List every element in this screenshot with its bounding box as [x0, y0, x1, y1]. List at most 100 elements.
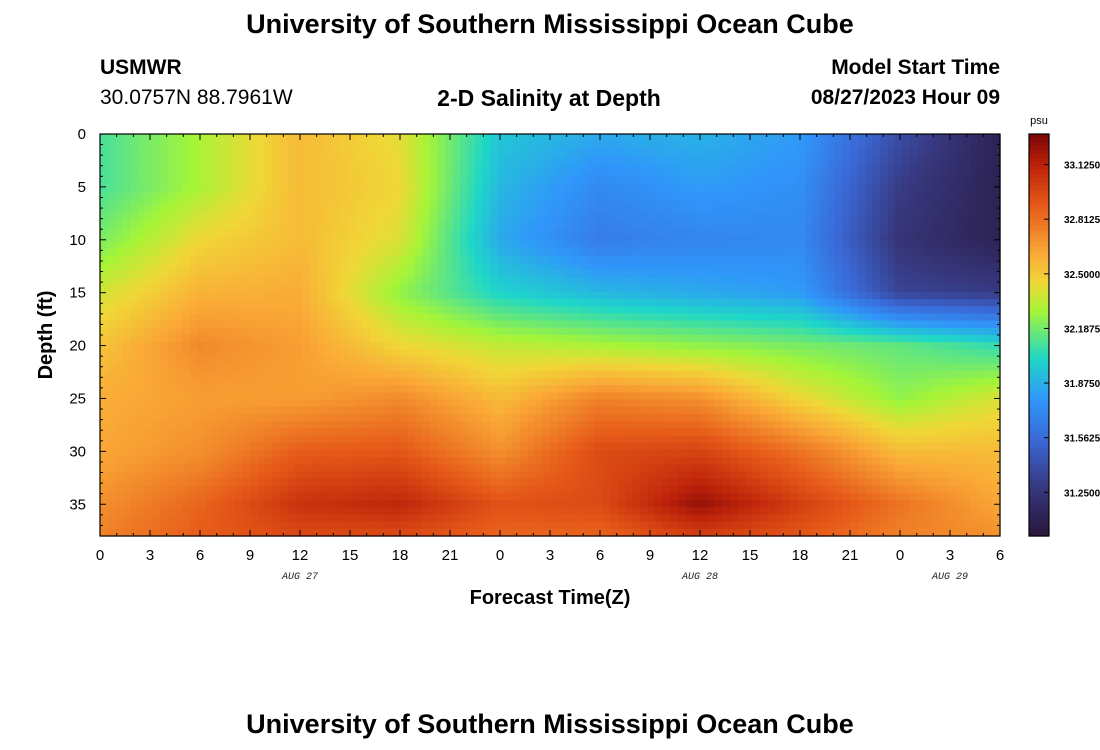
heatmap-cell — [535, 270, 544, 279]
heatmap-cell — [332, 270, 341, 279]
heatmap-cell — [160, 169, 169, 178]
heatmap-cell — [977, 212, 986, 221]
heatmap-cell — [677, 184, 686, 193]
heatmap-cell — [115, 392, 124, 401]
heatmap-cell — [895, 356, 904, 365]
heatmap-cell — [827, 413, 836, 422]
heatmap-cell — [512, 212, 521, 221]
heatmap-cell — [910, 162, 919, 171]
heatmap-cell — [175, 399, 184, 408]
heatmap-cell — [557, 234, 566, 243]
heatmap-cell — [820, 320, 829, 329]
heatmap-cell — [940, 320, 949, 329]
heatmap-cell — [265, 399, 274, 408]
heatmap-cell — [362, 184, 371, 193]
heatmap-cell — [910, 335, 919, 343]
heatmap-cell — [332, 342, 341, 350]
heatmap-cell — [955, 385, 964, 394]
heatmap-cell — [700, 141, 709, 149]
heatmap-cell — [550, 342, 559, 350]
heatmap-cell — [497, 399, 506, 408]
heatmap-cell — [527, 155, 536, 164]
heatmap-cell — [767, 342, 776, 350]
heatmap-cell — [242, 291, 251, 300]
heatmap-cell — [737, 227, 746, 236]
heatmap-cell — [910, 184, 919, 193]
heatmap-cell — [730, 241, 739, 250]
heatmap-cell — [407, 148, 416, 157]
heatmap-cell — [460, 428, 469, 437]
heatmap-cell — [490, 406, 499, 415]
heatmap-cell — [212, 169, 221, 178]
heatmap-cell — [737, 291, 746, 300]
heatmap-cell — [700, 270, 709, 279]
heatmap-cell — [595, 399, 604, 408]
heatmap-cell — [152, 191, 161, 200]
heatmap-cell — [782, 184, 791, 193]
heatmap-cell — [775, 349, 784, 358]
heatmap-cell — [692, 270, 701, 279]
heatmap-cell — [377, 399, 386, 408]
heatmap-cell — [760, 421, 769, 429]
heatmap-cell — [640, 212, 649, 221]
heatmap-cell — [497, 342, 506, 350]
heatmap-cell — [745, 248, 754, 257]
heatmap-cell — [175, 227, 184, 236]
heatmap-cell — [565, 363, 574, 372]
heatmap-cell — [452, 299, 461, 307]
heatmap-cell — [205, 342, 214, 350]
heatmap-cell — [152, 335, 161, 343]
heatmap-cell — [910, 313, 919, 322]
heatmap-cell — [407, 335, 416, 343]
heatmap-cell — [632, 270, 641, 279]
heatmap-cell — [437, 378, 446, 386]
heatmap-cell — [550, 248, 559, 257]
heatmap-cell — [662, 378, 671, 386]
heatmap-cell — [557, 284, 566, 293]
heatmap-cell — [745, 277, 754, 286]
heatmap-cell — [595, 248, 604, 257]
heatmap-cell — [962, 241, 971, 250]
heatmap-cell — [122, 428, 131, 437]
model-start-label: Model Start Time — [831, 56, 1000, 79]
heatmap-cell — [475, 406, 484, 415]
heatmap-cell — [775, 263, 784, 271]
heatmap-cell — [467, 421, 476, 429]
heatmap-cell — [460, 299, 469, 307]
heatmap-cell — [460, 413, 469, 422]
heatmap-cell — [865, 177, 874, 185]
heatmap-cell — [760, 406, 769, 415]
heatmap-cell — [512, 220, 521, 228]
heatmap-cell — [895, 370, 904, 379]
heatmap-cell — [835, 320, 844, 329]
heatmap-cell — [587, 141, 596, 149]
heatmap-cell — [265, 263, 274, 271]
heatmap-cell — [737, 320, 746, 329]
heatmap-cell — [865, 421, 874, 429]
heatmap-cell — [287, 169, 296, 178]
heatmap-cell — [602, 363, 611, 372]
heatmap-cell — [317, 191, 326, 200]
heatmap-cell — [917, 363, 926, 372]
heatmap-cell — [407, 270, 416, 279]
heatmap-cell — [685, 356, 694, 365]
heatmap-cell — [227, 356, 236, 365]
heatmap-cell — [505, 162, 514, 171]
heatmap-cell — [302, 270, 311, 279]
heatmap-cell — [467, 220, 476, 228]
heatmap-cell — [407, 363, 416, 372]
heatmap-cell — [850, 134, 859, 142]
heatmap-cell — [805, 248, 814, 257]
heatmap-cell — [925, 392, 934, 401]
heatmap-cell — [400, 299, 409, 307]
heatmap-cell — [370, 320, 379, 329]
heatmap-cell — [670, 356, 679, 365]
heatmap-cell — [272, 327, 281, 336]
heatmap-cell — [257, 162, 266, 171]
heatmap-cell — [257, 392, 266, 401]
heatmap-cell — [370, 363, 379, 372]
heatmap-cell — [355, 248, 364, 257]
heatmap-cell — [107, 284, 116, 293]
heatmap-cell — [542, 141, 551, 149]
heatmap-cell — [767, 212, 776, 221]
